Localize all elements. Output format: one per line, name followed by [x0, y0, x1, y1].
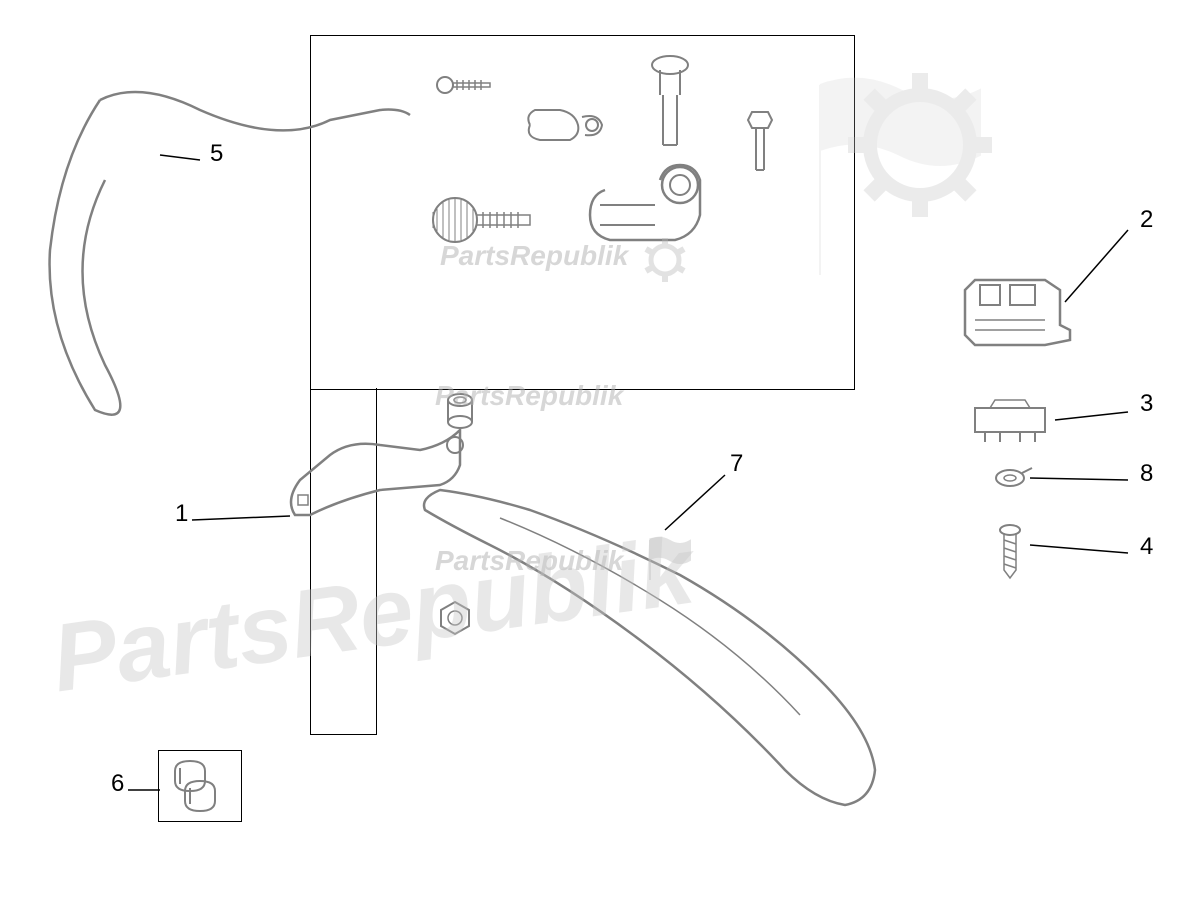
clamp-bracket-part	[590, 165, 700, 240]
lever-arm-part	[424, 490, 875, 805]
bolt-part	[652, 56, 688, 145]
cable-part	[50, 92, 410, 415]
lever-assembly-part	[291, 430, 463, 515]
gear-flag-watermark-icon	[820, 73, 992, 275]
screw-part	[1000, 525, 1020, 578]
callout-line-1	[192, 516, 290, 520]
gear-watermark-icon	[644, 238, 685, 282]
hex-bolt-part	[748, 112, 772, 170]
small-screw-part	[437, 77, 490, 93]
callout-number-7: 7	[730, 450, 743, 478]
diagram-svg	[0, 0, 1204, 903]
switch-holder-part	[965, 280, 1070, 345]
micro-switch-part	[975, 400, 1045, 442]
flag-watermark-icon	[650, 538, 690, 580]
callout-line-5	[160, 155, 200, 160]
callout-number-4: 4	[1140, 533, 1153, 561]
adjuster-knob-part	[433, 198, 530, 242]
callout-line-3	[1055, 412, 1128, 420]
callout-number-6: 6	[111, 770, 124, 798]
bushing-part	[448, 394, 472, 428]
washer-part	[996, 468, 1032, 486]
callout-number-5: 5	[210, 140, 223, 168]
callout-line-8	[1030, 478, 1128, 480]
callout-number-3: 3	[1140, 390, 1153, 418]
bushing-pair-part	[175, 761, 215, 811]
parts-diagram: 1 2 3 4 5 6 7 8 PartsRepublik PartsRepub…	[0, 0, 1204, 903]
callout-line-4	[1030, 545, 1128, 553]
callout-number-1: 1	[175, 500, 188, 528]
clip-part	[528, 110, 602, 140]
hex-nut-part	[441, 602, 469, 634]
callout-line-7	[665, 475, 725, 530]
callout-number-8: 8	[1140, 460, 1153, 488]
callout-line-2	[1065, 230, 1128, 302]
callout-number-2: 2	[1140, 206, 1153, 234]
